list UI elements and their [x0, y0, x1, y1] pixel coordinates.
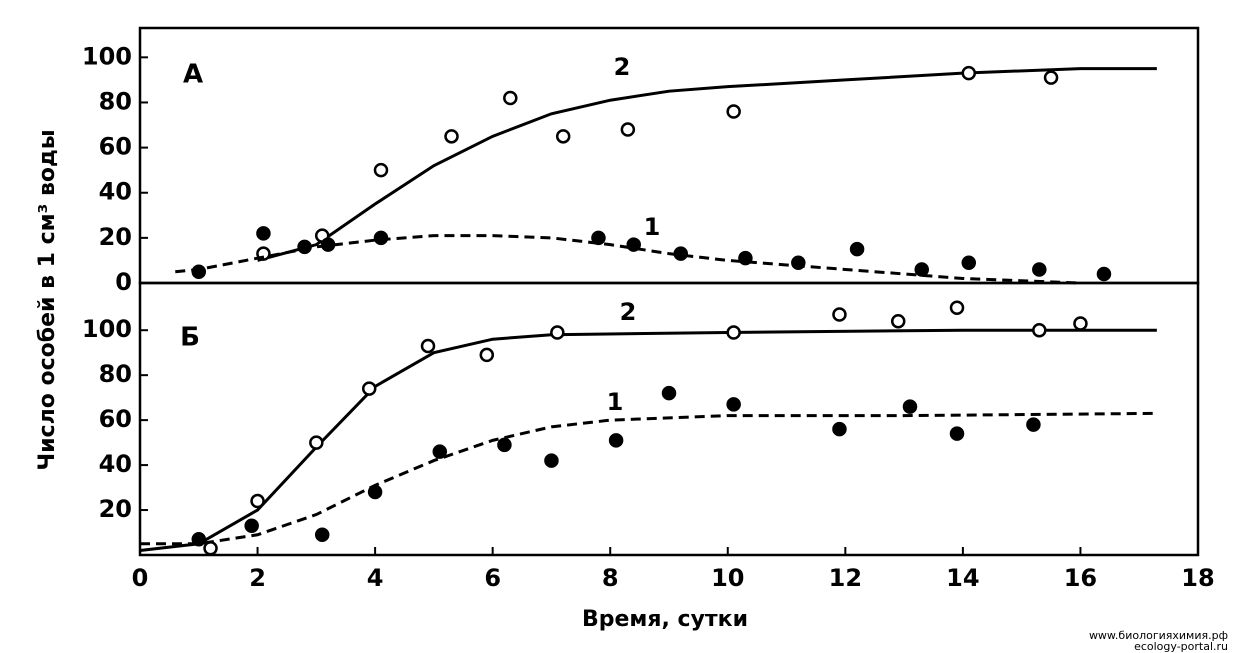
- data-point: [726, 104, 741, 119]
- data-point: [297, 239, 312, 255]
- data-point: [849, 241, 865, 257]
- data-point: [961, 255, 977, 270]
- data-point: [949, 300, 965, 315]
- data-point: [661, 385, 677, 401]
- panel-label: А: [183, 60, 203, 90]
- y-axis-title: Число особей в 1 см³ воды: [35, 129, 60, 470]
- plot-frame: [138, 281, 1200, 557]
- data-point: [432, 444, 448, 459]
- x-tick-label: 4: [367, 564, 384, 592]
- data-point: [949, 426, 965, 441]
- fit-curve: [140, 411, 1157, 546]
- data-point: [367, 484, 383, 500]
- data-point: [373, 230, 389, 246]
- data-point: [244, 518, 259, 534]
- data-point: [191, 264, 207, 279]
- data-point: [420, 338, 436, 354]
- data-point: [961, 65, 977, 81]
- data-point: [591, 230, 606, 246]
- y-tick-label: 100: [82, 42, 132, 70]
- data-point: [544, 453, 559, 468]
- fit-curve: [257, 67, 1157, 262]
- data-point: [832, 421, 847, 437]
- data-point: [726, 397, 741, 412]
- data-point: [309, 435, 324, 450]
- panel-label: Б: [180, 323, 200, 353]
- data-point: [890, 313, 906, 329]
- data-point: [673, 246, 689, 261]
- data-point: [497, 437, 512, 453]
- data-point: [1032, 262, 1047, 277]
- x-axis-title: Время, сутки: [582, 607, 748, 632]
- data-point: [503, 90, 518, 106]
- curve-label: 1: [607, 388, 624, 416]
- y-tick-label: 80: [99, 360, 132, 388]
- data-point: [479, 347, 495, 363]
- data-point: [1073, 316, 1088, 331]
- y-tick-label: 20: [99, 495, 132, 523]
- data-point: [832, 307, 847, 322]
- y-tick-label: 40: [99, 450, 132, 478]
- x-tick-label: 14: [946, 564, 979, 592]
- x-tick-label: 6: [484, 564, 501, 592]
- curve-label: 2: [620, 298, 637, 326]
- y-tick-label: 100: [82, 315, 132, 343]
- y-tick-label: 60: [99, 133, 132, 161]
- data-point: [726, 325, 741, 340]
- data-point: [550, 325, 565, 340]
- data-point: [320, 237, 336, 252]
- watermark: ecology-portal.ru: [1134, 640, 1228, 653]
- data-point: [1032, 322, 1047, 338]
- data-point: [250, 493, 265, 509]
- data-point: [373, 162, 389, 178]
- x-tick-label: 10: [711, 564, 744, 592]
- data-point: [914, 262, 929, 277]
- y-tick-label: 60: [99, 405, 132, 433]
- fit-curve: [139, 328, 1157, 552]
- y-tick-label: 40: [99, 178, 132, 206]
- data-point: [444, 129, 459, 144]
- data-point: [626, 237, 641, 252]
- data-point: [555, 129, 571, 144]
- data-point: [314, 527, 330, 543]
- data-point: [620, 122, 636, 137]
- x-tick-label: 2: [249, 564, 266, 592]
- x-tick-label: 12: [829, 564, 862, 592]
- data-point: [256, 226, 271, 241]
- data-point: [1096, 266, 1112, 282]
- y-tick-label: 20: [99, 223, 132, 251]
- y-tick-label: 0: [115, 268, 132, 296]
- data-point: [1026, 417, 1041, 432]
- x-tick-label: 18: [1181, 564, 1214, 592]
- data-point: [1043, 70, 1059, 85]
- curve-label: 1: [644, 213, 661, 241]
- x-tick-label: 0: [132, 564, 149, 592]
- curve-label: 2: [614, 53, 631, 81]
- x-tick-label: 16: [1064, 564, 1097, 592]
- data-point: [608, 433, 624, 448]
- data-point: [902, 399, 918, 414]
- y-tick-label: 80: [99, 87, 132, 115]
- data-point: [791, 255, 806, 270]
- x-tick-label: 8: [602, 564, 619, 592]
- watermark: www.биологияхимия.рф: [1089, 629, 1228, 642]
- data-point: [361, 381, 377, 396]
- data-point: [738, 250, 753, 266]
- data-point: [191, 532, 207, 547]
